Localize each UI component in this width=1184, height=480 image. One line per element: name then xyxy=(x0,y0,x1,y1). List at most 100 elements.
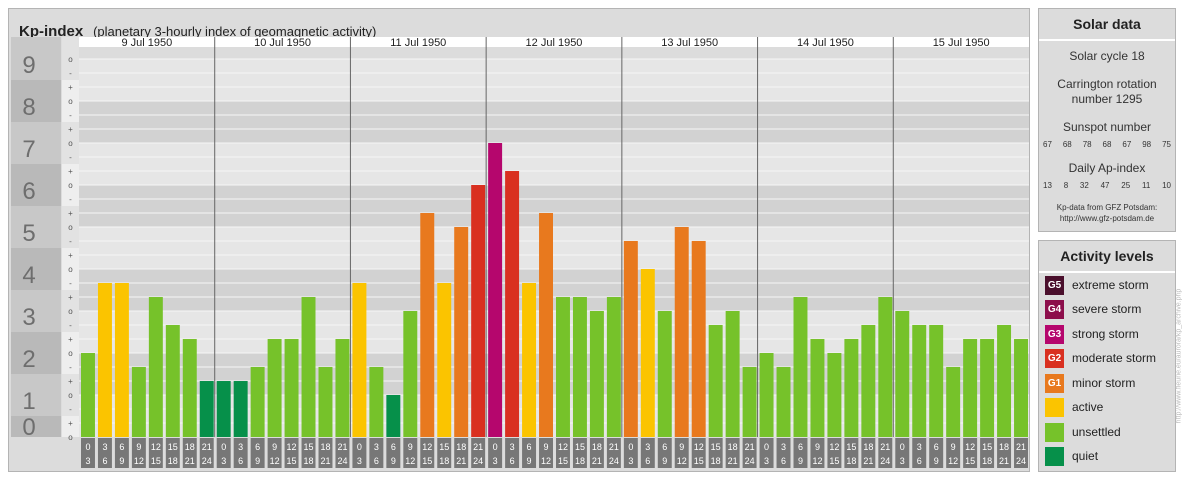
y-label-cell xyxy=(11,332,61,374)
x-tick-label-end: 15 xyxy=(151,456,161,466)
x-tick-label-start: 3 xyxy=(102,442,107,452)
x-interval-box xyxy=(216,438,231,468)
kp-bar xyxy=(589,311,604,437)
y-tick-label: 3 xyxy=(22,304,35,331)
y-label-cell xyxy=(11,248,61,290)
legend-label: minor storm xyxy=(1072,376,1136,390)
x-tick-label-end: 24 xyxy=(745,456,755,466)
kp-bar xyxy=(674,227,689,437)
x-interval-box xyxy=(471,438,486,468)
kp-bar xyxy=(301,297,316,437)
kp-bar xyxy=(895,311,910,437)
sunspot-value: 67 xyxy=(1043,140,1052,149)
x-interval-box xyxy=(606,438,621,468)
kp-chart-panel: Kp-index (planetary 3-hourly index of ge… xyxy=(8,8,1030,472)
x-tick-label-start: 21 xyxy=(880,442,890,452)
x-tick-label-start: 15 xyxy=(982,442,992,452)
y-minor-cell xyxy=(62,332,79,374)
x-tick-label-start: 18 xyxy=(456,442,466,452)
data-credit-link[interactable]: http://www.gfz-potsdam.de xyxy=(1059,214,1155,223)
y-minor-cell xyxy=(62,164,79,206)
y-minor-cell xyxy=(62,374,79,416)
kp-bar xyxy=(776,366,791,437)
x-tick-label-end: 12 xyxy=(677,456,687,466)
y-minor-label: + xyxy=(68,251,73,260)
kp-bar-chart: 0123456789o+-o+-o+-o+-o+-o+-o+-o+-o+-o9 … xyxy=(11,37,1029,468)
legend-swatch xyxy=(1045,422,1064,442)
kp-bar xyxy=(114,282,129,437)
x-interval-box xyxy=(97,438,112,468)
legend-label: moderate storm xyxy=(1072,351,1157,365)
kp-bar xyxy=(572,297,587,437)
x-tick-label-end: 6 xyxy=(510,456,515,466)
x-tick-label-end: 6 xyxy=(781,456,786,466)
solar-data-panel: Solar data Solar cycle 18 Carrington rot… xyxy=(1038,8,1176,232)
kp-bar xyxy=(623,240,638,437)
legend-item-strong-storm: G3 strong storm xyxy=(1045,324,1139,344)
x-interval-box xyxy=(539,438,553,468)
x-tick-label-start: 15 xyxy=(575,442,585,452)
x-tick-label-end: 24 xyxy=(473,456,483,466)
x-tick-label-start: 21 xyxy=(473,442,483,452)
x-interval-box xyxy=(827,438,842,468)
x-interval-box xyxy=(454,438,469,468)
legend-swatch xyxy=(1045,397,1064,417)
sunspot-value: 68 xyxy=(1102,140,1112,149)
kp-bar xyxy=(912,324,927,437)
x-tick-label-start: 9 xyxy=(815,442,820,452)
sunspot-value: 78 xyxy=(1082,140,1092,149)
x-tick-label-start: 12 xyxy=(965,442,975,452)
x-interval-box xyxy=(895,438,910,468)
x-tick-label-start: 18 xyxy=(728,442,738,452)
x-interval-box xyxy=(352,438,367,468)
kp-bar xyxy=(793,297,808,437)
x-tick-label-start: 9 xyxy=(544,442,549,452)
chart-title: Kp-index (planetary 3-hourly index of ge… xyxy=(19,18,376,44)
x-tick-label-end: 15 xyxy=(829,456,839,466)
y-label-cell xyxy=(11,80,61,122)
x-tick-label-start: 12 xyxy=(151,442,161,452)
x-interval-box xyxy=(640,438,655,468)
x-interval-box xyxy=(522,438,537,468)
legend-label: active xyxy=(1072,400,1104,414)
kp-bar xyxy=(929,324,944,437)
x-tick-label-end: 21 xyxy=(863,456,873,466)
x-tick-label-end: 6 xyxy=(645,456,650,466)
legend-swatch: G4 xyxy=(1045,299,1064,319)
kp-bar xyxy=(182,339,197,437)
kp-bar xyxy=(691,240,706,437)
sunspot-value: 75 xyxy=(1162,140,1171,149)
x-tick-label-end: 21 xyxy=(185,456,195,466)
kp-bar xyxy=(199,381,214,437)
x-tick-label-end: 24 xyxy=(202,456,212,466)
legend-swatch: G1 xyxy=(1045,373,1064,393)
legend-label: severe storm xyxy=(1072,302,1142,316)
x-tick-label-start: 9 xyxy=(408,442,413,452)
x-interval-box xyxy=(623,438,638,468)
y-minor-label: - xyxy=(69,363,72,372)
x-tick-label-end: 12 xyxy=(812,456,822,466)
y-label-cell xyxy=(11,290,61,332)
x-tick-label-end: 24 xyxy=(609,456,619,466)
y-tick-label: 8 xyxy=(22,94,35,121)
x-interval-box xyxy=(589,438,604,468)
kp-bar xyxy=(963,339,978,437)
sunspot-value: 67 xyxy=(1122,140,1132,149)
x-interval-box xyxy=(420,438,435,468)
y-tick-label: 6 xyxy=(22,178,35,205)
y-label-cell xyxy=(11,164,61,206)
y-tick-label: 9 xyxy=(22,52,35,79)
ap-value: 11 xyxy=(1141,181,1151,190)
x-tick-label-start: 6 xyxy=(662,442,667,452)
kp-bar xyxy=(437,282,452,437)
day-label: 15 Jul 1950 xyxy=(933,37,990,49)
x-tick-label-end: 24 xyxy=(1016,456,1026,466)
y-minor-label: - xyxy=(69,321,72,330)
kp-bar xyxy=(148,297,163,437)
x-interval-box xyxy=(861,438,876,468)
kp-bar xyxy=(386,395,401,437)
x-tick-label-start: 18 xyxy=(592,442,602,452)
legend-label: extreme storm xyxy=(1072,278,1149,292)
x-interval-box xyxy=(980,438,995,468)
x-tick-label-start: 18 xyxy=(863,442,873,452)
